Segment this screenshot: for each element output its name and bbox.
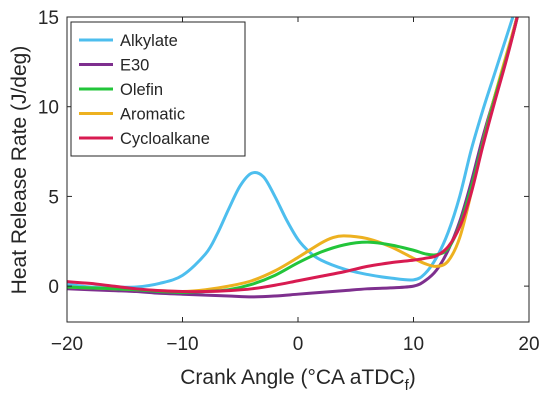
legend: Alkylate E30 Olefin Aromatic Cycloalkane <box>70 21 246 157</box>
x-tick-label: 0 <box>293 334 304 355</box>
x-tick-label: 20 <box>518 334 539 355</box>
legend-label-alkylate: Alkylate <box>120 32 178 50</box>
legend-items: Alkylate E30 Olefin Aromatic Cycloalkane <box>79 32 210 148</box>
x-tick-label: −10 <box>166 334 198 355</box>
curves-layer <box>67 17 519 299</box>
legend-label-cycloalkane: Cycloalkane <box>120 130 210 148</box>
x-tick-label: −20 <box>51 334 83 355</box>
legend-label-olefin: Olefin <box>120 81 163 99</box>
ticks-layer: −20 −10 0 10 20 0 5 10 15 <box>38 8 540 355</box>
y-tick-label: 5 <box>48 187 59 208</box>
x-axis-label: Crank Angle (°CA aTDCf) <box>180 366 416 394</box>
legend-label-e30: E30 <box>120 57 149 75</box>
y-tick-label: 0 <box>48 277 59 298</box>
y-tick-label: 15 <box>38 8 59 29</box>
legend-label-aromatic: Aromatic <box>120 106 185 124</box>
series-line-cycloalkane <box>67 17 519 294</box>
y-axis-label: Heat Release Rate (J/deg) <box>8 46 31 295</box>
x-tick-label: 10 <box>403 334 424 355</box>
legend-box <box>70 21 246 157</box>
y-tick-label: 10 <box>38 98 59 119</box>
